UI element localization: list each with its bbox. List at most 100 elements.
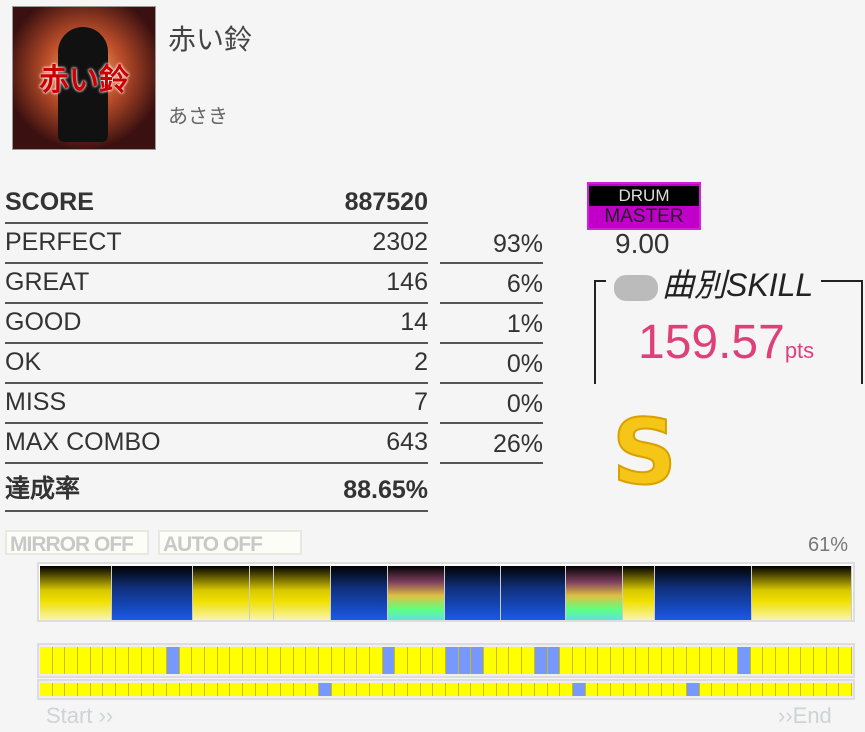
timeline-cell (369, 683, 383, 696)
timeline-cell (90, 683, 104, 696)
gauge-segment-yellow (250, 566, 274, 620)
timeline-cell (649, 683, 662, 696)
timeline-cell (154, 647, 167, 674)
difficulty-level: 9.00 (615, 228, 670, 259)
timeline-cell (407, 683, 421, 696)
judgement-count: 643 (386, 428, 428, 456)
timeline-cell (788, 647, 802, 674)
timeline-cell (382, 683, 396, 696)
gauge-segment-yellow (40, 566, 112, 620)
gauge-segment-yellow (193, 566, 250, 620)
judgement-row: OK 2 (5, 342, 428, 384)
judgement-percent: 0% (506, 350, 543, 378)
timeline-cell (610, 647, 624, 674)
judgement-count: 2302 (372, 228, 428, 256)
timeline-cell (281, 647, 294, 674)
timeline-cell (572, 647, 586, 674)
timeline-cell (179, 683, 193, 696)
judgement-label: PERFECT (5, 228, 122, 256)
timeline-cell (192, 647, 205, 674)
timeline-cell (484, 647, 497, 674)
score-row: SCORE 887520 (5, 182, 428, 224)
timeline-cell (687, 647, 700, 674)
song-artist: あさき (168, 106, 228, 128)
timeline-cell (217, 647, 231, 674)
judgement-row: MISS 7 (5, 382, 428, 424)
timeline-cell (306, 683, 320, 696)
timeline-cell-miss (547, 647, 561, 674)
timeline-cell (306, 647, 320, 674)
timeline-cell (522, 683, 535, 696)
timeline-cell (674, 683, 688, 696)
timeline-cell (40, 683, 53, 696)
timeline-cell (420, 683, 434, 696)
divider (440, 302, 543, 304)
timeline-cell (763, 647, 776, 674)
timeline-cell (522, 647, 535, 674)
skill-header-text: 曲別SKILL (662, 267, 814, 303)
timeline-cell (103, 683, 117, 696)
timeline-cell (839, 683, 852, 696)
timeline-cell (331, 647, 345, 674)
gauge-segment-yellow (752, 566, 852, 620)
achievement-value: 88.65% (343, 476, 428, 504)
timeline-cell (636, 647, 649, 674)
judgement-count: 2 (414, 348, 428, 376)
gauge-segment-blue (331, 566, 388, 620)
mirror-option: MIRROR OFF (5, 530, 149, 556)
timeline-cell (395, 647, 408, 674)
jacket-logo: 赤い鈴 (39, 63, 129, 98)
timeline-cell (826, 683, 840, 696)
timeline-cell (52, 647, 66, 674)
timeline-cell (344, 683, 358, 696)
timeline-cell (217, 683, 231, 696)
part-label: DRUM (589, 186, 699, 206)
timeline-cell (319, 647, 332, 674)
timeline-cell (471, 683, 485, 696)
skill-value: 159.57 (638, 316, 785, 369)
timeline-cell (331, 683, 345, 696)
skill-header: 曲別SKILL (606, 260, 822, 306)
timeline-cell-miss (534, 647, 548, 674)
timeline-cell (788, 683, 802, 696)
timeline-cell (725, 683, 738, 696)
judgement-label: OK (5, 348, 42, 376)
judgement-percent: 26% (492, 430, 543, 458)
timeline-cell-miss (319, 683, 332, 696)
timeline-cell (293, 683, 307, 696)
timeline-cell (699, 647, 713, 674)
gauge-segment-blue (112, 566, 193, 620)
timeline-cell (750, 647, 764, 674)
timeline-cell (534, 683, 548, 696)
timeline-cell (407, 647, 421, 674)
timeline-cell (243, 647, 256, 674)
timeline-cell-miss (471, 647, 485, 674)
timeline-cell (344, 647, 358, 674)
timeline-cell-miss (737, 647, 751, 674)
timeline-cell (420, 647, 434, 674)
timeline-cell (230, 683, 243, 696)
timeline-cell (699, 683, 713, 696)
timeline-cell (560, 647, 573, 674)
judgement-row: MAX COMBO 643 (5, 422, 428, 464)
timeline-cell (357, 683, 370, 696)
timeline-cell (395, 683, 408, 696)
judgement-percent: 0% (506, 390, 543, 418)
timeline-cell (179, 647, 193, 674)
timeline-cell (712, 683, 726, 696)
difficulty-badge: DRUM MASTER (587, 182, 701, 230)
timeline-cell (598, 647, 611, 674)
timeline-cell-miss (572, 683, 586, 696)
timeline-cell (192, 683, 205, 696)
timeline-cell (369, 647, 383, 674)
skill-points: 159.57pts (638, 315, 814, 370)
gauge-segment-yellow (274, 566, 331, 620)
gauge-percent: 61% (808, 534, 849, 556)
timeline-cell (204, 683, 218, 696)
timeline-cell (281, 683, 294, 696)
timeline-cell-miss (166, 647, 180, 674)
gauge-segment-rainbow (566, 566, 623, 620)
divider (440, 342, 543, 344)
judgement-count: 14 (400, 308, 428, 336)
timeline-cell (509, 647, 523, 674)
